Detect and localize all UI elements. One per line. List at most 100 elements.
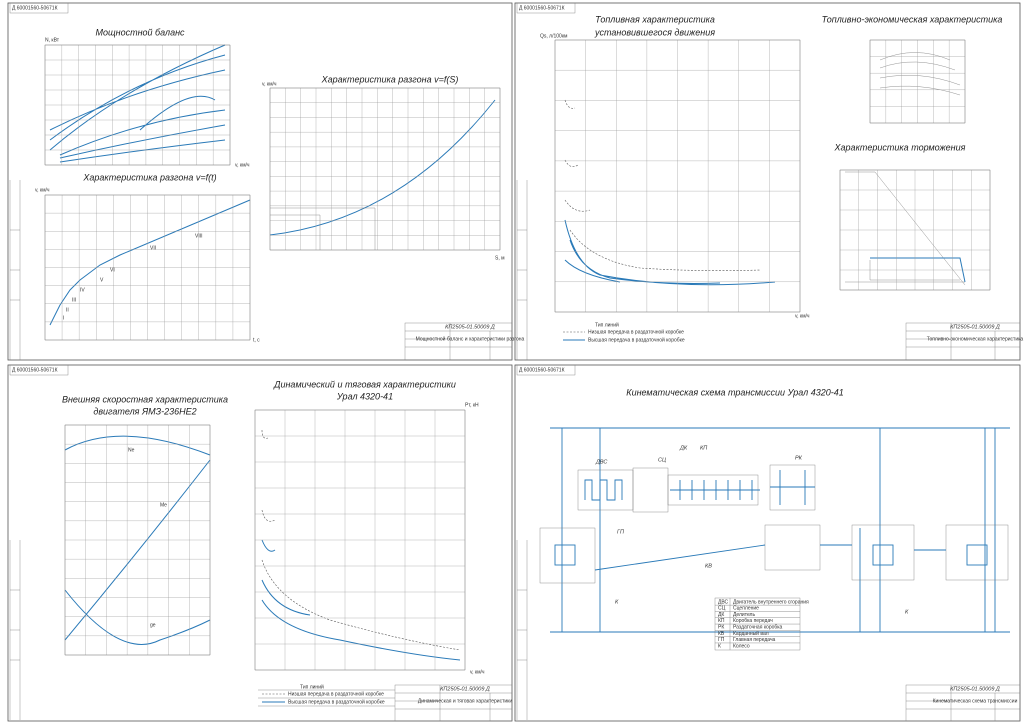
table-cell: Делитель — [733, 612, 755, 618]
axes-box — [44, 44, 231, 166]
scheme-label: ДВС — [595, 459, 607, 465]
code-box — [516, 2, 576, 14]
table-cell: Колесо — [733, 643, 750, 649]
code-box — [9, 364, 69, 376]
grid — [554, 39, 801, 313]
scheme-label: ДК — [679, 445, 688, 451]
grid — [44, 44, 231, 166]
axes-box — [554, 39, 801, 313]
curve-label: Ne — [128, 447, 135, 453]
legend-entry: Низшая передача в раздаточной коробке — [288, 690, 384, 697]
axis-label: v, км/ч — [795, 313, 810, 319]
sheet-code: Д 60001560-50671К — [12, 367, 58, 373]
table-cell: ГП — [718, 637, 725, 643]
scheme-label: ГП — [617, 529, 624, 535]
document-number: КП2505-01.50009 Д — [445, 324, 495, 330]
axes-box — [254, 409, 466, 671]
scheme-label: РК — [795, 455, 803, 461]
axes-box — [269, 87, 501, 251]
caption: Мощностной баланс и характеристики разго… — [416, 335, 525, 342]
fuel-curve — [564, 219, 776, 286]
axis-label: Pт, кН — [465, 402, 479, 408]
dynamic-curve — [261, 539, 461, 661]
grid — [64, 424, 211, 656]
sheet-title: Кинематическая схема трансмиссии Урал 43… — [626, 387, 843, 397]
table-cell: СЦ — [718, 606, 726, 612]
kinematic-scheme — [539, 427, 1010, 633]
econ-curve — [879, 52, 961, 96]
grid — [839, 169, 991, 291]
fuel-curve-dashed — [564, 99, 761, 271]
table-cell: РК — [718, 625, 724, 631]
panel-title: Динамический и тяговая характеристики — [273, 379, 456, 389]
axes-box — [44, 194, 251, 341]
axis-label: N, кВт — [45, 37, 60, 43]
table-cell: Главная передача — [733, 637, 776, 643]
table-cell: Двигатель внутреннего сгорания — [733, 599, 809, 605]
axis-label: v, км/ч — [35, 187, 50, 193]
grid — [869, 39, 966, 124]
gear-label: VI — [110, 267, 115, 273]
document-number: КП2505-01.50009 Д — [440, 686, 490, 692]
gear-label: II — [66, 307, 69, 313]
axes-box — [869, 39, 966, 124]
panel-title: установившегося движения — [594, 27, 715, 37]
gear-label: III — [72, 297, 76, 303]
gear-label: I — [63, 315, 64, 321]
panel-title: Урал 4320-41 — [336, 391, 393, 401]
sheet-code: Д 60001560-50671К — [519, 5, 565, 11]
axis-label: t, с — [253, 337, 260, 343]
accel-t-curve — [49, 199, 251, 326]
side-strip — [9, 180, 528, 720]
curve-label: Me — [160, 502, 167, 508]
panel-title: Внешняя скоростная характеристика — [62, 394, 228, 404]
axes-box — [839, 169, 991, 291]
axis-label: S, м — [495, 255, 505, 261]
axis-label: v, км/ч — [262, 81, 277, 87]
dynamic-curve-dashed — [261, 429, 461, 651]
sheet-code: Д 60001560-50671К — [519, 367, 565, 373]
table-cell: КП — [718, 618, 725, 624]
gear-label: V — [100, 277, 104, 283]
legend-title: Тип линий — [595, 321, 619, 328]
axis-label: v, км/ч — [470, 669, 485, 675]
legend-entry: Высшая передача в раздаточной коробке — [288, 698, 385, 705]
gear-label: IV — [80, 287, 85, 293]
brake-curve — [845, 171, 966, 286]
table-cell: Сцепление — [733, 606, 759, 612]
brake-curve-blue — [870, 257, 966, 283]
caption: Динамическая и тяговая характеристики — [418, 698, 513, 704]
legend-entry: Низшая передача в раздаточной коробке — [588, 328, 684, 335]
panel-title: Топливная характеристика — [595, 14, 715, 24]
code-box — [9, 2, 69, 14]
texts: Д 60001560-50671К Д 60001560-50671К Д 60… — [12, 5, 1023, 705]
sheet-frame — [514, 2, 1021, 361]
panel-title: Характеристика разгона v=f(t) — [82, 172, 216, 182]
panel-title: двигателя ЯМЗ-236НЕ2 — [93, 406, 196, 416]
legend-lines — [258, 689, 395, 707]
power-curve — [49, 44, 226, 163]
table-cell: КВ — [718, 631, 725, 637]
panel-title: Характеристика разгона v=f(S) — [321, 74, 459, 84]
axis-label: v, км/ч — [235, 162, 250, 168]
engine-curve — [64, 435, 211, 645]
sheet-frame — [7, 364, 513, 722]
layout — [7, 2, 1021, 722]
scheme-label: К — [615, 599, 619, 605]
grid — [44, 194, 251, 341]
helper-lines — [270, 207, 376, 250]
title-blocks — [394, 322, 1021, 722]
caption: Кинематическая схема трансмиссии — [933, 698, 1018, 704]
scheme-label: СЦ — [658, 457, 666, 463]
sheet-frame — [514, 364, 1021, 722]
document-number: КП2505-01.50009 Д — [950, 686, 1000, 692]
legend-title: Тип линий — [300, 683, 324, 690]
sheet-frame — [7, 2, 513, 361]
document-number: КП2505-01.50009 Д — [950, 324, 1000, 330]
table-cell: ДК — [718, 612, 724, 618]
panel-title: Характеристика торможения — [834, 142, 966, 152]
caption: Топливно-экономическая характеристика — [927, 336, 1024, 342]
axes-box — [64, 424, 211, 656]
table-cell: ДВС — [718, 599, 729, 605]
